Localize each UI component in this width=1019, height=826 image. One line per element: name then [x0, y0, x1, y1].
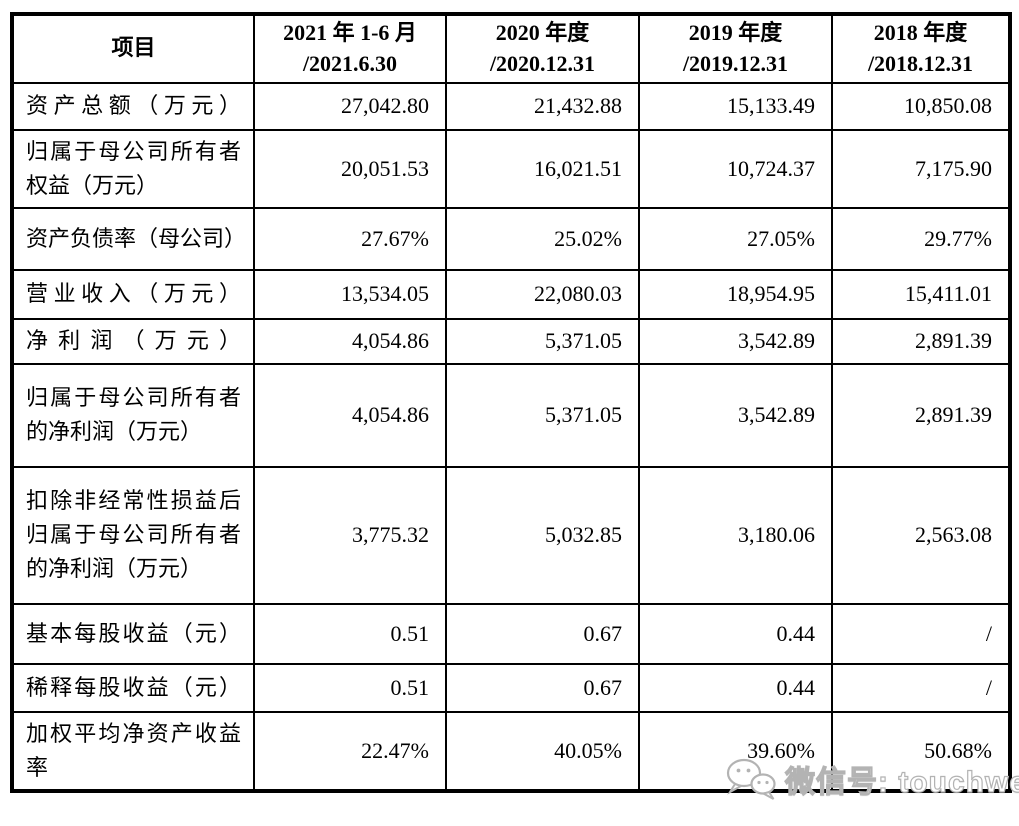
- period-line2: /2020.12.31: [489, 50, 596, 76]
- table-row-parent-net-profit: 归属于母公司所有者的净利润（万元） 4,054.86 5,371.05 3,54…: [11, 362, 1011, 468]
- row-label: 加权平均净资产收益率: [11, 710, 255, 792]
- period-line2: /2018.12.31: [867, 50, 974, 76]
- table-cell: 15,411.01: [831, 268, 1011, 320]
- table-cell: 3,775.32: [253, 465, 447, 605]
- column-header-2021: 2021 年 1-6 月 /2021.6.30: [253, 13, 447, 84]
- table-cell: 3,180.06: [638, 465, 833, 605]
- table-cell: /: [831, 602, 1011, 665]
- table-cell: 15,133.49: [638, 81, 833, 131]
- watermark-label: 微信号: touchweb: [784, 765, 1019, 799]
- row-label: 归属于母公司所有者权益（万元）: [11, 128, 255, 209]
- table-cell: 0.51: [253, 662, 447, 713]
- table-cell: 10,850.08: [831, 81, 1011, 131]
- column-header-2019: 2019 年度 /2019.12.31: [638, 13, 833, 84]
- table-row-revenue: 营业收入（万元） 13,534.05 22,080.03 18,954.95 1…: [11, 268, 1011, 320]
- table-cell: 10,724.37: [638, 128, 833, 209]
- row-label: 资产负债率（母公司）: [11, 206, 255, 271]
- table-row-deducted-net-profit: 扣除非经常性损益后归属于母公司所有者的净利润（万元） 3,775.32 5,03…: [11, 465, 1011, 605]
- period-line1: 2020 年度: [495, 20, 590, 45]
- watermark: 微信号: touchweb: [724, 756, 1019, 802]
- wechat-icon: [726, 758, 776, 800]
- financial-summary-table: 项目 2021 年 1-6 月 /2021.6.30 2020 年度 /2020…: [10, 12, 1012, 793]
- row-label: 基本每股收益（元）: [11, 602, 255, 665]
- column-header-item: 项目: [11, 13, 255, 84]
- table-cell: 5,371.05: [445, 362, 640, 468]
- table-cell: 2,891.39: [831, 317, 1011, 365]
- row-label: 资产总额（万元）: [11, 81, 255, 131]
- table-cell: 50.68%: [831, 710, 1011, 792]
- table-cell: 0.67: [445, 662, 640, 713]
- header-row: 项目 2021 年 1-6 月 /2021.6.30 2020 年度 /2020…: [11, 13, 1011, 84]
- row-label: 净利润（万元）: [11, 317, 255, 365]
- table-cell: 0.44: [638, 662, 833, 713]
- column-header-2018: 2018 年度 /2018.12.31: [831, 13, 1011, 84]
- table-cell: 4,054.86: [253, 317, 447, 365]
- row-label: 扣除非经常性损益后归属于母公司所有者的净利润（万元）: [11, 465, 255, 605]
- table-cell: /: [831, 662, 1011, 713]
- row-label: 营业收入（万元）: [11, 268, 255, 320]
- table-cell: 22,080.03: [445, 268, 640, 320]
- table-cell: 0.44: [638, 602, 833, 665]
- table-cell: 16,021.51: [445, 128, 640, 209]
- period-line1: 2019 年度: [688, 20, 783, 45]
- table-row-debt-ratio: 资产负债率（母公司） 27.67% 25.02% 27.05% 29.77%: [11, 206, 1011, 271]
- table-cell: 25.02%: [445, 206, 640, 271]
- column-header-2020: 2020 年度 /2020.12.31: [445, 13, 640, 84]
- table-cell: 13,534.05: [253, 268, 447, 320]
- table-cell: 20,051.53: [253, 128, 447, 209]
- table-row-basic-eps: 基本每股收益（元） 0.51 0.67 0.44 /: [11, 602, 1011, 665]
- table-cell: 18,954.95: [638, 268, 833, 320]
- period-line1: 2018 年度: [873, 20, 968, 45]
- table-cell: 22.47%: [253, 710, 447, 792]
- row-label: 归属于母公司所有者的净利润（万元）: [11, 362, 255, 468]
- table-row-total-assets: 资产总额（万元） 27,042.80 21,432.88 15,133.49 1…: [11, 81, 1011, 131]
- period-line2: /2021.6.30: [302, 50, 398, 76]
- table-cell: 3,542.89: [638, 362, 833, 468]
- table-row-parent-equity: 归属于母公司所有者权益（万元） 20,051.53 16,021.51 10,7…: [11, 128, 1011, 209]
- period-line2: /2019.12.31: [682, 50, 789, 76]
- table-cell: 40.05%: [445, 710, 640, 792]
- table-cell: 27.67%: [253, 206, 447, 271]
- row-label: 稀释每股收益（元）: [11, 662, 255, 713]
- table-cell: 27,042.80: [253, 81, 447, 131]
- table-cell: 27.05%: [638, 206, 833, 271]
- table-cell: 0.67: [445, 602, 640, 665]
- table-cell: 7,175.90: [831, 128, 1011, 209]
- table-cell: 5,032.85: [445, 465, 640, 605]
- column-header-item-label: 项目: [111, 35, 156, 61]
- table-row-net-profit: 净利润（万元） 4,054.86 5,371.05 3,542.89 2,891…: [11, 317, 1011, 365]
- table-cell: 3,542.89: [638, 317, 833, 365]
- table-cell: 0.51: [253, 602, 447, 665]
- period-line1: 2021 年 1-6 月: [283, 20, 417, 45]
- table-cell: 4,054.86: [253, 362, 447, 468]
- table-cell: 5,371.05: [445, 317, 640, 365]
- table-cell: 2,891.39: [831, 362, 1011, 468]
- table-cell: 21,432.88: [445, 81, 640, 131]
- table-row-diluted-eps: 稀释每股收益（元） 0.51 0.67 0.44 /: [11, 662, 1011, 713]
- table-cell: 2,563.08: [831, 465, 1011, 605]
- table-cell: 29.77%: [831, 206, 1011, 271]
